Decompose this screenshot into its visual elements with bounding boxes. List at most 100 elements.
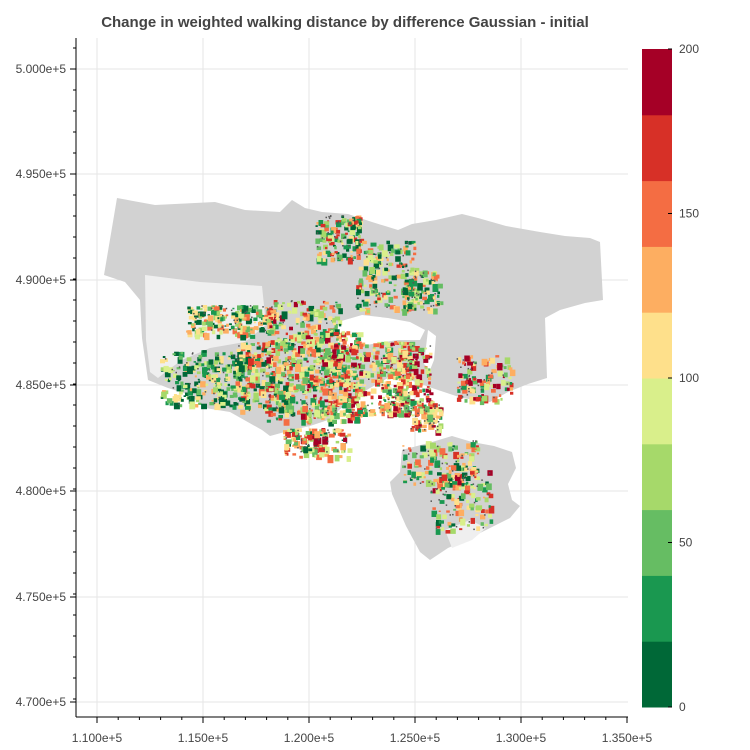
- distance-cell: [454, 445, 458, 450]
- distance-cell: [350, 370, 357, 376]
- building-speck: [468, 388, 470, 390]
- distance-cell: [322, 250, 327, 256]
- distance-cell: [269, 354, 274, 359]
- distance-cell: [333, 400, 338, 404]
- building-speck: [434, 405, 436, 407]
- colorbar-segment: [642, 180, 672, 247]
- distance-cell: [258, 404, 262, 409]
- distance-cell: [409, 371, 412, 375]
- building-speck: [323, 449, 325, 451]
- distance-cell: [307, 383, 311, 389]
- distance-cell: [344, 373, 350, 380]
- distance-cell: [469, 456, 475, 462]
- distance-cell: [363, 384, 366, 387]
- distance-cell: [341, 450, 345, 454]
- building-speck: [462, 477, 465, 479]
- distance-cell: [381, 371, 384, 374]
- building-speck: [429, 345, 432, 347]
- distance-cell: [487, 374, 494, 379]
- colorbar-segment: [642, 246, 672, 313]
- distance-cell: [243, 392, 247, 398]
- distance-cell: [448, 525, 452, 528]
- distance-cell: [441, 527, 445, 532]
- building-speck: [204, 391, 207, 393]
- distance-cell: [424, 298, 430, 305]
- distance-cell: [368, 275, 374, 283]
- distance-cell: [194, 320, 198, 324]
- distance-cell: [332, 428, 336, 433]
- building-speck: [487, 379, 490, 382]
- distance-cell: [438, 520, 444, 524]
- distance-cell: [431, 481, 436, 487]
- distance-cell: [425, 278, 429, 282]
- distance-cell: [347, 373, 351, 376]
- distance-cell: [238, 324, 242, 329]
- distance-cell: [384, 384, 388, 390]
- distance-cell: [460, 380, 467, 386]
- distance-cell: [421, 481, 425, 483]
- distance-cell: [343, 383, 349, 388]
- distance-cell: [282, 344, 289, 348]
- distance-cell: [197, 357, 202, 362]
- distance-cell: [443, 455, 448, 460]
- building-speck: [410, 428, 413, 430]
- distance-cell: [273, 319, 277, 324]
- distance-cell: [457, 381, 461, 384]
- distance-cell: [372, 283, 378, 289]
- distance-cell: [198, 402, 202, 405]
- distance-cell: [343, 245, 348, 250]
- distance-cell: [173, 394, 177, 398]
- distance-cell: [408, 343, 414, 346]
- building-speck: [414, 270, 417, 273]
- distance-cell: [413, 243, 417, 246]
- distance-cell: [454, 477, 458, 480]
- distance-cell: [319, 349, 324, 352]
- distance-cell: [287, 356, 291, 360]
- distance-cell: [428, 407, 433, 411]
- distance-cell: [484, 523, 488, 527]
- distance-cell: [424, 366, 428, 369]
- building-speck: [237, 358, 239, 361]
- building-speck: [468, 521, 471, 523]
- building-speck: [316, 232, 319, 234]
- distance-cell: [410, 407, 413, 410]
- distance-cell: [299, 367, 305, 371]
- distance-cell: [216, 368, 221, 371]
- distance-cell: [277, 359, 282, 364]
- distance-cell: [238, 365, 245, 373]
- distance-cell: [378, 367, 381, 370]
- distance-cell: [299, 372, 305, 379]
- distance-cell: [317, 375, 321, 378]
- plot-area[interactable]: [76, 38, 628, 717]
- distance-cell: [296, 334, 303, 342]
- colorbar-label: 0: [679, 700, 686, 714]
- building-speck: [313, 365, 316, 368]
- distance-cell: [201, 403, 207, 410]
- distance-cell: [211, 399, 214, 402]
- distance-cell: [385, 394, 389, 398]
- distance-cell: [165, 378, 169, 381]
- distance-cell: [304, 371, 310, 377]
- distance-cell: [308, 419, 313, 424]
- distance-cell: [274, 330, 280, 335]
- distance-cell: [235, 323, 239, 327]
- building-speck: [271, 356, 273, 359]
- distance-cell: [356, 403, 360, 409]
- distance-cell: [334, 403, 337, 406]
- distance-cell: [344, 380, 348, 384]
- distance-cell: [464, 467, 469, 472]
- building-speck: [475, 362, 477, 364]
- distance-cell: [370, 242, 377, 247]
- distance-cell: [300, 353, 305, 358]
- distance-cell: [352, 357, 357, 361]
- building-speck: [416, 453, 418, 455]
- distance-cell: [433, 478, 438, 482]
- distance-cell: [314, 410, 320, 418]
- distance-cell: [317, 341, 323, 348]
- building-speck: [424, 468, 426, 470]
- distance-cell: [431, 425, 436, 428]
- distance-cell: [509, 382, 513, 385]
- x-tick-label: 1.150e+5: [178, 731, 229, 745]
- distance-cell: [196, 371, 201, 375]
- distance-cell: [381, 279, 385, 283]
